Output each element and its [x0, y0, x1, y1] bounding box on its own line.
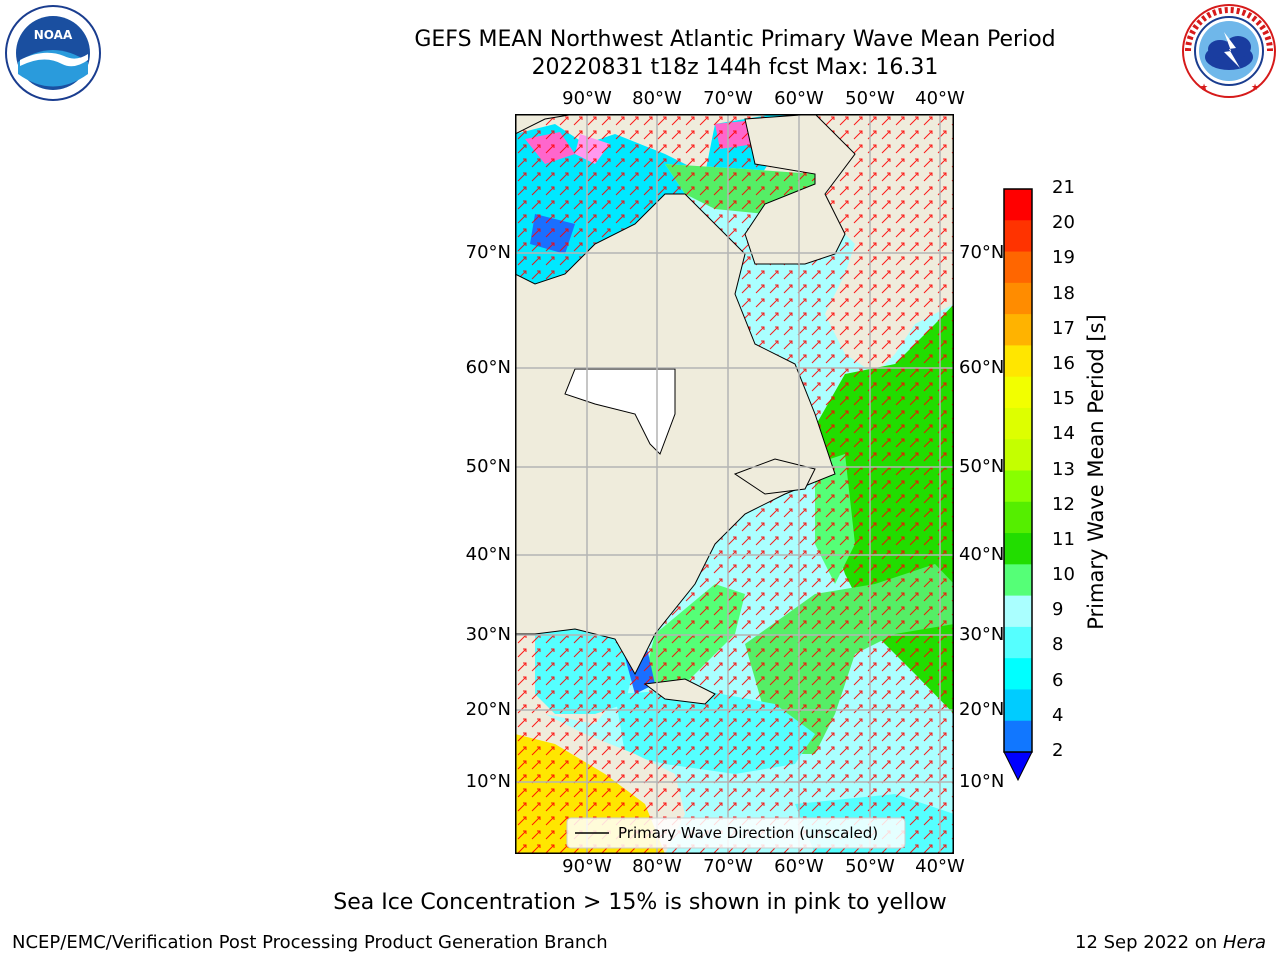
- colorbar-tick-label: 15: [1052, 388, 1075, 410]
- colorbar-segment: [1004, 564, 1032, 597]
- colorbar-segment: [1004, 439, 1032, 471]
- colorbar-tick-label: 8: [1052, 634, 1064, 656]
- lon-tick-label-top: 60°W: [774, 88, 824, 109]
- colorbar-segment: [1004, 501, 1032, 534]
- colorbar-tick-label: 12: [1052, 493, 1075, 515]
- colorbar-segment: [1004, 220, 1032, 253]
- lon-tick-label-bottom: 50°W: [845, 856, 895, 877]
- footer-host: Hera: [1222, 932, 1266, 953]
- cuba-land: [643, 678, 716, 705]
- lat-tick-label-left: 50°N: [465, 456, 511, 477]
- lat-tick-label-left: 10°N: [465, 771, 511, 792]
- colorbar-segment: [1004, 470, 1032, 503]
- colorbar-tick-label: 19: [1052, 247, 1075, 269]
- lon-tick-label-top: 90°W: [562, 88, 612, 109]
- lon-tick-label-top: 80°W: [632, 88, 682, 109]
- nws-logo: ★ ★: [1182, 4, 1276, 98]
- lon-tick-label-bottom: 70°W: [703, 856, 753, 877]
- colorbar-segment: [1004, 345, 1032, 378]
- colorbar-segment: [1004, 251, 1032, 284]
- colorbar-segment: [1004, 720, 1032, 753]
- colorbar-segment: [1004, 595, 1032, 628]
- lon-tick-label-top: 50°W: [845, 88, 895, 109]
- lat-tick-label-right: 60°N: [959, 357, 1005, 378]
- lat-tick-label-right: 40°N: [959, 544, 1005, 565]
- colorbar-segment: [1004, 376, 1032, 409]
- noaa-logo-text: NOAA: [34, 28, 73, 42]
- colorbar-frame: [1003, 188, 1033, 753]
- colorbar-segment: [1004, 189, 1032, 221]
- svg-text:★: ★: [1200, 83, 1208, 93]
- colorbar-segment: [1004, 407, 1032, 440]
- map-legend: Primary Wave Direction (unscaled): [566, 817, 906, 849]
- lat-tick-label-left: 70°N: [465, 242, 511, 263]
- colorbar-segment: [1004, 626, 1032, 659]
- lat-tick-label-left: 60°N: [465, 357, 511, 378]
- lon-tick-label-bottom: 90°W: [562, 856, 612, 877]
- greenland-land: [744, 114, 856, 265]
- wave-period-map: Primary Wave Direction (unscaled): [515, 114, 954, 854]
- colorbar-tick-label: 6: [1052, 669, 1064, 691]
- lat-tick-label-left: 30°N: [465, 624, 511, 645]
- colorbar-segment: [1004, 658, 1032, 690]
- colorbar-tick-label: 4: [1052, 704, 1064, 726]
- colorbar-tick-label: 17: [1052, 317, 1075, 339]
- colorbar-extend-arrow: [1003, 751, 1033, 782]
- footer-date-host: 12 Sep 2022 on Hera: [1075, 932, 1266, 953]
- colorbar-segment: [1004, 689, 1032, 722]
- no-data-region: [564, 368, 676, 455]
- map-title: GEFS MEAN Northwest Atlantic Primary Wav…: [414, 27, 1056, 52]
- colorbar-title: Primary Wave Mean Period [s]: [1084, 314, 1108, 630]
- colorbar-tick-label: 20: [1052, 212, 1075, 234]
- lon-tick-label-top: 70°W: [703, 88, 753, 109]
- arctic-island-land: [515, 114, 576, 135]
- svg-text:★: ★: [1251, 83, 1259, 93]
- colorbar-tick-label: 21: [1052, 177, 1075, 198]
- lat-tick-label-right: 70°N: [959, 242, 1005, 263]
- map-frame: [515, 114, 954, 854]
- lat-tick-label-right: 20°N: [959, 699, 1005, 720]
- footer-date: 12 Sep 2022 on: [1075, 932, 1223, 953]
- lon-tick-label-bottom: 40°W: [915, 856, 965, 877]
- lat-tick-label-right: 10°N: [959, 771, 1005, 792]
- colorbar-segment: [1004, 282, 1032, 315]
- graticule: [515, 114, 954, 854]
- legend-label: Primary Wave Direction (unscaled): [618, 824, 878, 842]
- noaa-logo: NOAA: [5, 5, 101, 101]
- lon-tick-label-bottom: 80°W: [632, 856, 682, 877]
- colorbar-tick-label: 16: [1052, 352, 1075, 374]
- colorbar-tick-label: 14: [1052, 423, 1075, 445]
- lat-tick-label-right: 30°N: [959, 624, 1005, 645]
- colorbar-tick-label: 13: [1052, 458, 1075, 480]
- lat-tick-label-right: 50°N: [959, 456, 1005, 477]
- colorbar-segment: [1004, 533, 1032, 565]
- lat-tick-label-left: 40°N: [465, 544, 511, 565]
- map-subtitle: 20220831 t18z 144h fcst Max: 16.31: [531, 55, 939, 80]
- north-america-land: [515, 193, 836, 676]
- lat-tick-label-left: 20°N: [465, 699, 511, 720]
- footer-branch: NCEP/EMC/Verification Post Processing Pr…: [12, 932, 608, 953]
- colorbar-tick-label: 11: [1052, 528, 1075, 550]
- colorbar-tick-label: 9: [1052, 599, 1064, 621]
- lon-tick-label-bottom: 60°W: [774, 856, 824, 877]
- colorbar-segment: [1004, 314, 1032, 346]
- colorbar-tick-label: 18: [1052, 282, 1075, 304]
- lon-tick-label-top: 40°W: [915, 88, 965, 109]
- colorbar: [1003, 188, 1033, 782]
- colorbar-tick-label: 2: [1052, 740, 1064, 761]
- colorbar-tick-label: 10: [1052, 564, 1075, 586]
- sea-ice-note: Sea Ice Concentration > 15% is shown in …: [333, 890, 947, 915]
